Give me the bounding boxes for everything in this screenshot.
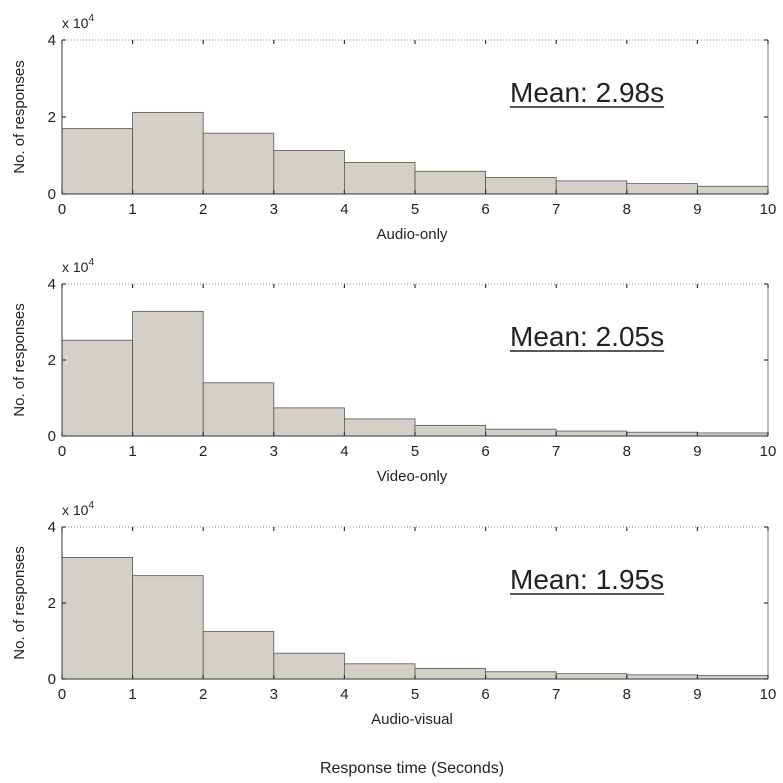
y-multiplier-exponent: 4: [88, 13, 94, 24]
x-tick-label: 5: [411, 443, 419, 460]
panel-x-label: Audio-only: [377, 226, 448, 243]
histogram-bar: [132, 575, 204, 680]
histogram-bar: [697, 675, 769, 680]
histogram-bar: [555, 430, 628, 437]
x-tick-label: 10: [760, 201, 777, 218]
x-tick-label: 7: [552, 443, 560, 460]
x-tick-label: 2: [199, 443, 207, 460]
x-tick-label: 0: [58, 201, 66, 218]
histogram-bar: [485, 671, 557, 680]
histogram-bar: [343, 162, 416, 195]
y-tick-label: 2: [48, 109, 56, 126]
x-tick-label: 8: [623, 201, 631, 218]
x-tick-label: 4: [340, 686, 348, 703]
histogram-bar: [273, 150, 345, 195]
x-tick-label: 5: [411, 201, 419, 218]
histogram-bar: [202, 382, 275, 437]
histogram-bar: [202, 631, 275, 680]
y-tick-label: 0: [48, 671, 56, 688]
mean-annotation: Mean: 2.05s: [510, 321, 664, 352]
y-multiplier-exponent: 4: [88, 257, 94, 268]
x-tick-label: 3: [270, 201, 278, 218]
y-axis-label: No. of responses: [11, 60, 28, 173]
y-tick-label: 0: [48, 186, 56, 203]
histogram-bar: [343, 418, 416, 437]
x-tick-label: 1: [128, 686, 136, 703]
histogram-bar: [414, 170, 486, 195]
x-tick-label: 4: [340, 443, 348, 460]
histogram-bar: [61, 557, 133, 680]
histogram-bar: [555, 673, 628, 680]
x-tick-label: 6: [481, 686, 489, 703]
x-tick-label: 8: [623, 686, 631, 703]
y-tick-label: 0: [48, 428, 56, 445]
histogram-bar: [485, 428, 557, 437]
panel-x-label: Audio-visual: [371, 711, 453, 728]
x-tick-label: 0: [58, 443, 66, 460]
histogram-bar: [132, 111, 204, 195]
histogram-bar: [273, 652, 345, 680]
y-axis-label: No. of responses: [11, 546, 28, 659]
x-tick-label: 2: [199, 686, 207, 703]
x-tick-label: 10: [760, 686, 777, 703]
histogram-bar: [555, 180, 628, 195]
x-tick-label: 3: [270, 443, 278, 460]
x-tick-label: 9: [693, 443, 701, 460]
y-multiplier-exponent: 4: [88, 500, 94, 511]
x-tick-label: 7: [552, 201, 560, 218]
x-tick-label: 9: [693, 686, 701, 703]
figure-x-axis-label: Response time (Seconds): [320, 760, 504, 777]
histogram-bar: [61, 339, 133, 437]
y-tick-label: 2: [48, 352, 56, 369]
y-tick-label: 4: [48, 32, 56, 49]
mean-annotation: Mean: 1.95s: [510, 564, 664, 595]
x-tick-label: 7: [552, 686, 560, 703]
mean-annotation: Mean: 2.98s: [510, 77, 664, 108]
histogram-bar: [61, 128, 133, 195]
histogram-bar: [132, 310, 204, 437]
histogram-bar: [485, 177, 557, 195]
x-tick-label: 9: [693, 201, 701, 218]
x-tick-label: 10: [760, 443, 777, 460]
y-tick-label: 4: [48, 276, 56, 293]
x-tick-label: 0: [58, 686, 66, 703]
x-tick-label: 6: [481, 443, 489, 460]
x-tick-label: 4: [340, 201, 348, 218]
y-axis-label: No. of responses: [11, 303, 28, 416]
x-tick-label: 6: [481, 201, 489, 218]
x-tick-label: 5: [411, 686, 419, 703]
histogram-bar: [343, 663, 416, 680]
histogram-bar: [414, 424, 486, 437]
x-tick-label: 3: [270, 686, 278, 703]
y-multiplier-label: x 104: [62, 500, 94, 518]
x-tick-label: 8: [623, 443, 631, 460]
x-tick-label: 2: [199, 201, 207, 218]
y-tick-label: 4: [48, 519, 56, 536]
y-multiplier-label: x 104: [62, 257, 94, 275]
histogram-bar: [626, 431, 698, 437]
y-tick-label: 2: [48, 595, 56, 612]
histogram-bar: [697, 185, 769, 195]
histogram-bar: [414, 667, 486, 680]
x-tick-label: 1: [128, 201, 136, 218]
y-multiplier-label: x 104: [62, 13, 94, 31]
panel-x-label: Video-only: [377, 468, 448, 485]
histogram-bar: [626, 674, 698, 680]
x-tick-label: 1: [128, 443, 136, 460]
histogram-bar: [273, 407, 345, 437]
histogram-bar: [202, 132, 275, 195]
histogram-bar: [626, 183, 698, 195]
